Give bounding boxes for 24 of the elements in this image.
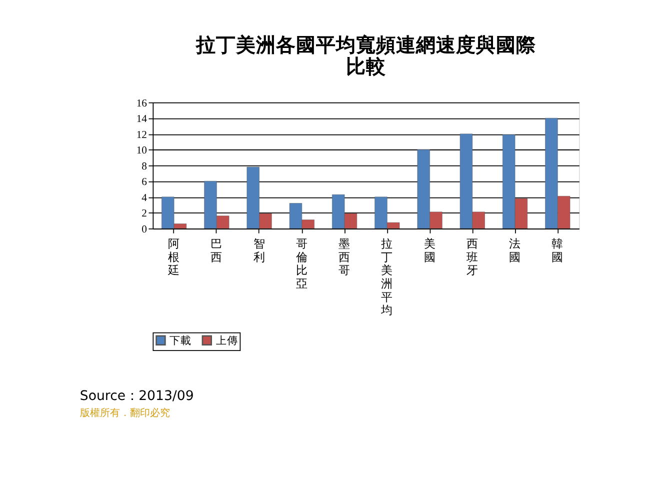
y-tick-label: 14 xyxy=(136,114,148,126)
x-tick-label: 法國 xyxy=(509,236,522,264)
chart-title: 拉丁美洲各國平均寬頻連網速度與國際比較 xyxy=(194,34,537,78)
x-tick-label: 美國 xyxy=(424,236,436,264)
y-tick-label: 2 xyxy=(142,208,147,220)
x-tick-label: 墨西哥 xyxy=(338,236,351,278)
x-tick-label: 韓國 xyxy=(552,236,564,264)
legend-label: 下載 xyxy=(170,334,192,347)
text: 版權所有．翻印必究 xyxy=(80,406,170,419)
y-tick-label: 0 xyxy=(142,224,147,236)
x-tick-label: 哥倫比亞 xyxy=(294,236,308,291)
x-tick-label: 巴西 xyxy=(210,236,223,264)
x-tick-label: 阿根廷 xyxy=(167,236,180,278)
y-tick-label: 4 xyxy=(142,192,148,204)
legend-label: 上傳 xyxy=(216,334,238,347)
x-tick-label: 西班牙 xyxy=(466,236,478,278)
y-tick-label: 10 xyxy=(136,146,147,157)
y-tick-label: 8 xyxy=(142,161,147,172)
y-tick-label: 12 xyxy=(136,130,147,141)
y-tick-label: 16 xyxy=(136,98,147,110)
source-note: Source：2013/09 xyxy=(80,388,194,404)
x-tick-label: 智利 xyxy=(253,236,266,264)
y-tick-label: 6 xyxy=(142,177,147,188)
x-tick-label: 拉丁美洲平均 xyxy=(380,236,394,318)
